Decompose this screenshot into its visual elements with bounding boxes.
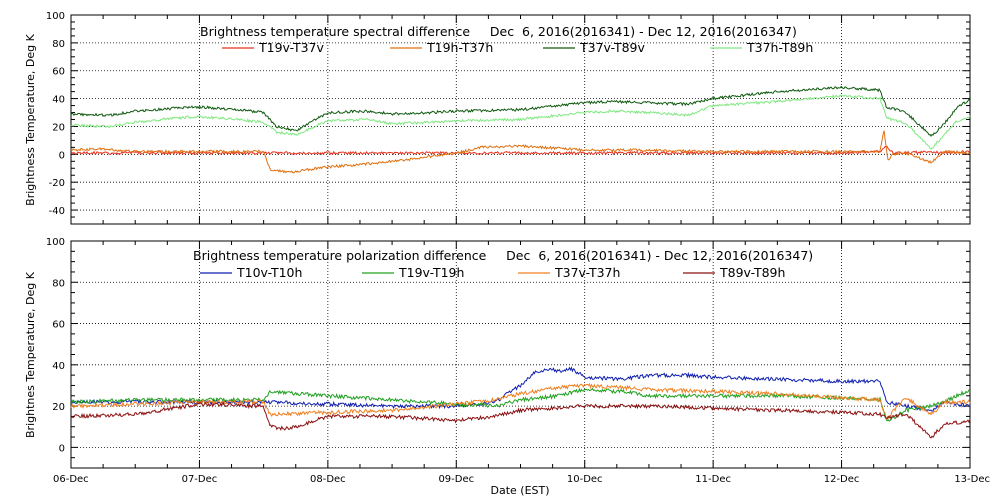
y-tick-label: -20	[49, 178, 65, 189]
y-tick-label: 80	[52, 39, 65, 50]
series-group	[70, 366, 971, 439]
x-axis-label: Date (EST)	[490, 484, 549, 497]
legend-label: T19v-T19h	[398, 265, 464, 280]
x-tick-label: 09-Dec	[438, 474, 474, 485]
series-line-t19h-t37h	[70, 130, 971, 174]
x-tick-label: 13-Dec	[954, 474, 990, 485]
legend: T19v-T37v T19h-T37h T37v-T89v T37h-T89h	[222, 40, 813, 55]
y-tick-label: 20	[52, 122, 65, 133]
x-tick-label: 08-Dec	[310, 474, 346, 485]
y-tick-label: 40	[52, 95, 65, 106]
legend-label: T10v-T10h	[236, 265, 302, 280]
x-tick-label: 11-Dec	[695, 474, 731, 485]
legend-label: T19v-T37v	[258, 40, 325, 55]
series-line-t10v-t10h	[70, 366, 971, 412]
chart-title: Brightness temperature spectral differen…	[200, 24, 797, 39]
series-line-t89v-t89h	[70, 401, 971, 439]
y-tick-label: 60	[52, 67, 65, 78]
axis-ticks: -40 -20 0 20 40 60 80 100	[46, 11, 971, 225]
legend-label: T19h-T37h	[426, 40, 493, 55]
polarization-difference-panel: 0 20 40 60 80 100 Brightness temperature pola…	[24, 237, 990, 497]
x-tick-label: 07-Dec	[182, 474, 218, 485]
y-tick-label: 100	[46, 237, 65, 248]
grid	[71, 241, 970, 468]
x-tick-label: 06-Dec	[53, 474, 89, 485]
y-tick-label: 100	[46, 11, 65, 22]
y-tick-label: 40	[52, 361, 65, 372]
series-line-t37v-t37h	[70, 382, 971, 420]
chart-title: Brightness temperature polarization diff…	[193, 248, 813, 263]
series-line-t37h-t89h	[70, 94, 971, 150]
grid	[71, 15, 970, 224]
y-tick-label: 0	[59, 443, 65, 454]
x-tick-labels: 06-Dec 07-Dec 08-Dec 09-Dec 10-Dec 11-Dec 12-D…	[53, 474, 990, 485]
legend-label: T37v-T89v	[579, 40, 646, 55]
series-line-t37v-t89v	[70, 85, 971, 138]
y-tick-label: 20	[52, 402, 65, 413]
legend-label: T37h-T89h	[746, 40, 813, 55]
legend-label: T89v-T89h	[719, 265, 785, 280]
y-tick-label: 80	[52, 278, 65, 289]
x-tick-label: 10-Dec	[567, 474, 603, 485]
x-tick-label: 12-Dec	[824, 474, 860, 485]
y-tick-label: 0	[59, 150, 65, 161]
y-axis-label: Brightness Temperature, Deg K	[24, 33, 37, 205]
legend: T10v-T10h T19v-T19h T37v-T37h T89v-T89h	[200, 265, 785, 280]
axis-ticks: 0 20 40 60 80 100	[46, 237, 971, 469]
y-axis-label: Brightnes Temperature, Deg K	[24, 271, 37, 438]
series-group	[70, 85, 971, 174]
y-tick-label: 60	[52, 320, 65, 331]
spectral-difference-panel: -40 -20 0 20 40 60 80 100 Brightness temperatur…	[24, 11, 971, 225]
plot-frame	[70, 240, 971, 469]
y-tick-label: -40	[49, 206, 65, 217]
legend-label: T37v-T37h	[554, 265, 620, 280]
